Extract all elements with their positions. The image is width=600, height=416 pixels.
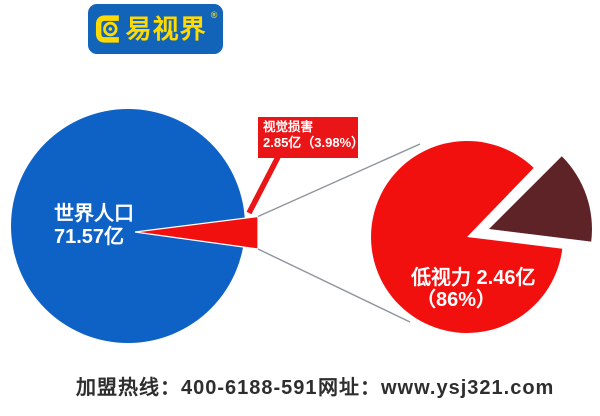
- impairment-callout-line1: 视觉损害: [263, 120, 314, 134]
- world-label-line2: 71.57亿: [54, 226, 125, 248]
- registered-mark-icon: ®: [210, 10, 218, 20]
- hotline-number: 400-6188-591: [181, 377, 318, 399]
- footer-hotline: 加盟热线：400-6188-591: [76, 371, 318, 400]
- exploded-dark-slice: [489, 156, 592, 242]
- brand-logo: 易视界 ®: [88, 4, 223, 54]
- leader-line-bottom: [257, 248, 411, 323]
- leader-line-top: [257, 143, 421, 218]
- low-vision-pie: [371, 140, 563, 333]
- website-url: www.ysj321.com: [381, 377, 555, 399]
- website-label: 网址：: [318, 377, 381, 399]
- world-population-label: 世界人口 71.57亿: [54, 203, 134, 249]
- low-vision-label-line1: 低视力 2.46亿: [411, 267, 536, 289]
- brand-name: 易视界: [125, 14, 207, 44]
- impairment-wedge: [134, 215, 259, 250]
- callout-connector-line: [246, 155, 281, 215]
- impairment-callout-line2: 2.85亿（3.98%）: [263, 135, 365, 150]
- low-vision-label-line2: （86%）: [416, 289, 497, 311]
- footer-website: 网址：www.ysj321.com: [318, 371, 554, 400]
- hotline-label: 加盟热线：: [76, 377, 181, 399]
- world-population-circle: [11, 109, 245, 343]
- logo-eye-icon: [94, 11, 122, 47]
- world-label-line1: 世界人口: [54, 203, 134, 225]
- impairment-callout-box: 视觉损害 2.85亿（3.98%）: [258, 117, 365, 158]
